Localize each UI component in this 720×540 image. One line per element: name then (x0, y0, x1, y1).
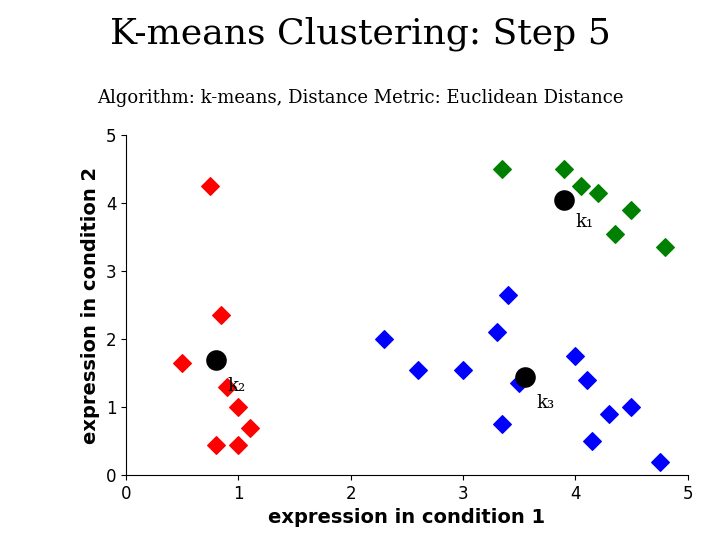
Point (216, 311, 228, 320)
Point (609, 230, 621, 238)
Point (570, 352, 581, 361)
X-axis label: expression in condition 1: expression in condition 1 (269, 509, 545, 528)
Point (626, 403, 637, 411)
Point (204, 181, 216, 190)
Text: k₃: k₃ (536, 394, 554, 411)
Text: k₂: k₂ (227, 376, 246, 395)
Point (233, 440, 244, 449)
Y-axis label: expression in condition 2: expression in condition 2 (81, 166, 100, 444)
Point (413, 366, 424, 374)
Point (558, 165, 570, 173)
Point (654, 457, 665, 466)
Point (660, 243, 671, 252)
Point (244, 423, 256, 432)
Text: Algorithm: k-means, Distance Metric: Euclidean Distance: Algorithm: k-means, Distance Metric: Euc… (96, 89, 624, 107)
Point (221, 382, 233, 391)
Point (210, 355, 222, 364)
Point (519, 372, 531, 381)
Point (457, 366, 469, 374)
Point (575, 181, 587, 190)
Point (581, 376, 593, 384)
Point (497, 165, 508, 173)
Point (586, 437, 598, 445)
Point (497, 420, 508, 429)
Point (513, 379, 525, 388)
Point (233, 403, 244, 411)
Point (592, 188, 603, 197)
Text: K-means Clustering: Step 5: K-means Clustering: Step 5 (109, 16, 611, 51)
Point (491, 328, 503, 336)
Text: k₁: k₁ (575, 213, 593, 231)
Point (176, 359, 188, 367)
Point (626, 206, 637, 214)
Point (603, 410, 615, 418)
Point (379, 335, 390, 343)
Point (502, 291, 513, 299)
Point (558, 195, 570, 204)
Point (210, 440, 222, 449)
